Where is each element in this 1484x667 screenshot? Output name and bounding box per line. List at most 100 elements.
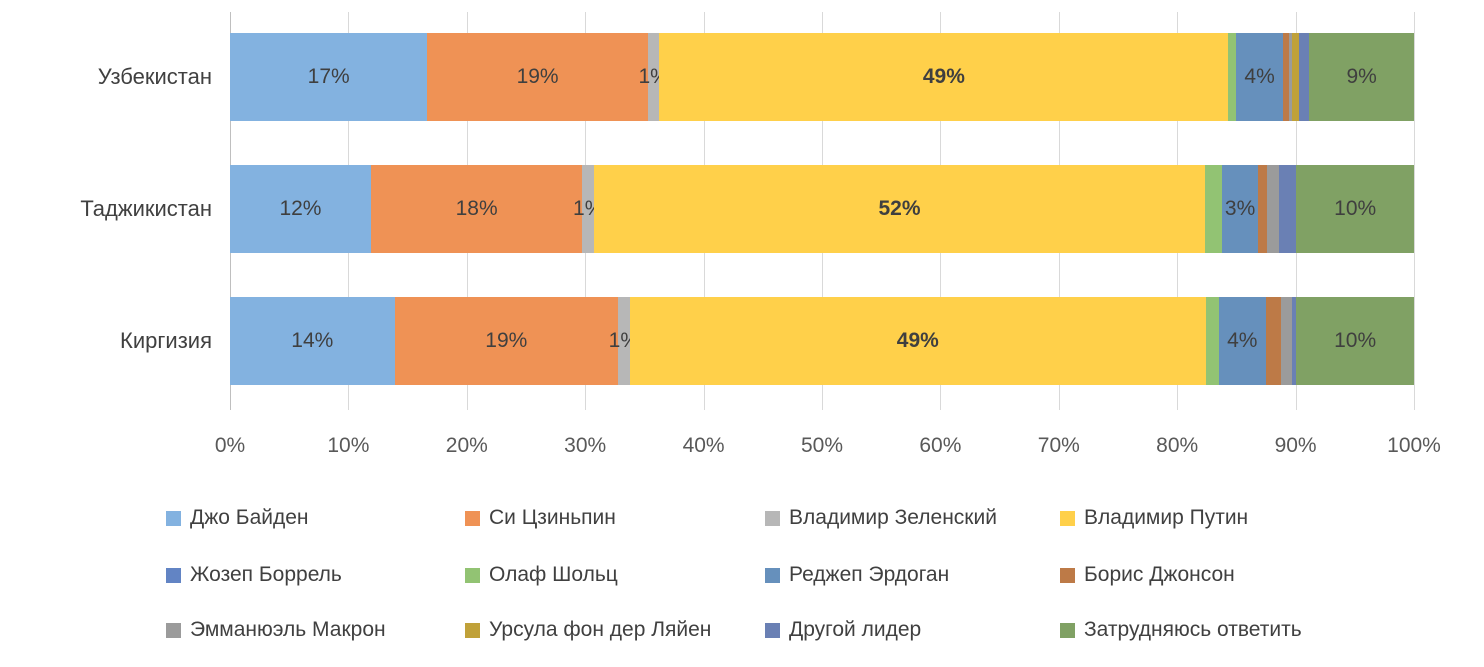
- legend-swatch-icon: [1060, 622, 1075, 638]
- legend-item[interactable]: Жозеп Боррель: [166, 562, 342, 588]
- bar-segment[interactable]: 4%: [1236, 33, 1283, 121]
- bar-segment[interactable]: 19%: [427, 33, 648, 121]
- legend-swatch-icon: [1060, 510, 1075, 526]
- data-label: 10%: [1334, 329, 1377, 352]
- bar-segment[interactable]: 3%: [1222, 165, 1258, 253]
- bar-segment[interactable]: 19%: [394, 297, 618, 385]
- bar-segment[interactable]: 1%: [638, 33, 669, 121]
- legend-item[interactable]: Эмманюэль Макрон: [166, 617, 386, 643]
- data-label: 17%: [307, 65, 350, 88]
- legend-label: Другой лидер: [789, 618, 922, 641]
- bar-segment[interactable]: 49%: [629, 297, 1206, 385]
- data-label: 18%: [455, 197, 498, 220]
- data-label: 4%: [1244, 65, 1275, 88]
- legend-swatch-icon: [166, 567, 181, 583]
- bar-segment[interactable]: [1299, 33, 1310, 121]
- data-label: 9%: [1346, 65, 1377, 88]
- bar-segment[interactable]: 18%: [370, 165, 583, 253]
- gridline: [1414, 12, 1415, 410]
- legend-label: Борис Джонсон: [1084, 563, 1235, 586]
- legend-item[interactable]: Реджеп Эрдоган: [765, 562, 949, 588]
- legend-item[interactable]: Олаф Шольц: [465, 562, 618, 588]
- x-tick-label: 20%: [445, 434, 488, 457]
- bar-segment[interactable]: [1205, 297, 1219, 385]
- data-label: 49%: [922, 65, 965, 88]
- bar-segment[interactable]: 4%: [1218, 297, 1266, 385]
- bar-segment[interactable]: [1204, 165, 1223, 253]
- legend-swatch-icon: [166, 622, 181, 638]
- bar-row: 14% 19% 1% 49% 4% 10%: [230, 297, 1414, 385]
- legend-swatch-icon: [1060, 567, 1075, 583]
- plot-area: 17% 19% 1% 49% 4% 9% 12% 18% 1% 52% 3% 10% 14% 19% 1% 4…: [230, 12, 1415, 410]
- data-label: 14%: [291, 329, 334, 352]
- bar-segment[interactable]: [1292, 33, 1300, 121]
- legend-item[interactable]: Си Цзиньпин: [465, 505, 616, 531]
- bar-segment[interactable]: [1228, 33, 1237, 121]
- x-tick-label: 10%: [327, 434, 370, 457]
- legend-item[interactable]: Урсула фон дер Ляйен: [465, 617, 711, 643]
- bar-segment[interactable]: 12%: [230, 165, 371, 253]
- legend-label: Владимир Зеленский: [789, 506, 997, 529]
- data-label: 10%: [1334, 197, 1377, 220]
- legend-item[interactable]: Владимир Зеленский: [765, 505, 997, 531]
- data-label: 52%: [878, 197, 921, 220]
- x-tick-label: 40%: [682, 434, 725, 457]
- x-tick-label: 80%: [1156, 434, 1199, 457]
- bar-segment[interactable]: 17%: [230, 33, 428, 121]
- data-label: 12%: [279, 197, 322, 220]
- data-label: 19%: [485, 329, 528, 352]
- bar-segment[interactable]: 52%: [594, 165, 1205, 253]
- legend-swatch-icon: [465, 622, 480, 638]
- category-label: Узбекистан: [97, 64, 212, 89]
- data-label: 49%: [896, 329, 939, 352]
- bar-segment[interactable]: [1281, 297, 1292, 385]
- bar-row: 17% 19% 1% 49% 4% 9%: [230, 33, 1414, 121]
- category-label: Таджикистан: [80, 196, 212, 221]
- legend-label: Олаф Шольц: [489, 563, 618, 586]
- legend-label: Затрудняюсь ответить: [1084, 618, 1302, 641]
- x-tick-label: 70%: [1037, 434, 1080, 457]
- category-axis: Узбекистан Таджикистан Киргизия: [0, 12, 212, 410]
- legend-swatch-icon: [765, 567, 780, 583]
- legend-label: Джо Байден: [190, 506, 309, 529]
- legend-label: Владимир Путин: [1084, 506, 1249, 529]
- legend-label: Реджеп Эрдоган: [789, 563, 950, 586]
- legend-swatch-icon: [765, 510, 780, 526]
- bar-segment[interactable]: 1%: [573, 165, 603, 253]
- x-tick-label: 0%: [214, 434, 246, 457]
- bar-segment[interactable]: 10%: [1296, 297, 1414, 385]
- bar-segment[interactable]: [1291, 297, 1297, 385]
- legend-swatch-icon: [465, 567, 480, 583]
- bar-segment[interactable]: [1278, 165, 1297, 253]
- legend-label: Эмманюэль Макрон: [190, 618, 386, 641]
- x-tick-label: 90%: [1274, 434, 1317, 457]
- bar-segment[interactable]: 1%: [609, 297, 639, 385]
- x-tick-label: 50%: [800, 434, 844, 457]
- bar-segment[interactable]: 10%: [1296, 165, 1414, 253]
- bar-segment[interactable]: [1267, 165, 1279, 253]
- bar-segment[interactable]: [1265, 297, 1282, 385]
- x-tick-label: 100%: [1387, 434, 1441, 457]
- bar-segment[interactable]: 9%: [1309, 33, 1414, 121]
- legend-item[interactable]: Борис Джонсон: [1060, 562, 1235, 588]
- legend-label: Си Цзиньпин: [489, 506, 616, 529]
- category-label: Киргизия: [120, 328, 212, 353]
- bar-segment[interactable]: [1288, 33, 1293, 121]
- legend-item[interactable]: Джо Байден: [166, 505, 309, 531]
- data-label: 19%: [516, 65, 559, 88]
- value-axis: 0% 10% 20% 30% 40% 50% 60% 70% 80% 90% 100%: [215, 432, 1441, 464]
- legend: Джо Байден Си Цзиньпин Владимир Зеленский В…: [0, 495, 1484, 667]
- data-label: 4%: [1227, 329, 1258, 352]
- legend-item[interactable]: Затрудняюсь ответить: [1060, 617, 1302, 643]
- legend-item[interactable]: Владимир Путин: [1060, 505, 1248, 531]
- legend-label: Жозеп Боррель: [190, 563, 342, 586]
- bar-segment[interactable]: 49%: [659, 33, 1229, 121]
- legend-item[interactable]: Другой лидер: [765, 617, 921, 643]
- x-tick-label: 30%: [564, 434, 607, 457]
- legend-label: Урсула фон дер Ляйен: [489, 618, 712, 641]
- bar-segment[interactable]: [1257, 165, 1268, 253]
- data-label: 3%: [1224, 197, 1256, 220]
- bar-segment[interactable]: [1282, 33, 1289, 121]
- bar-segment[interactable]: 14%: [230, 297, 395, 385]
